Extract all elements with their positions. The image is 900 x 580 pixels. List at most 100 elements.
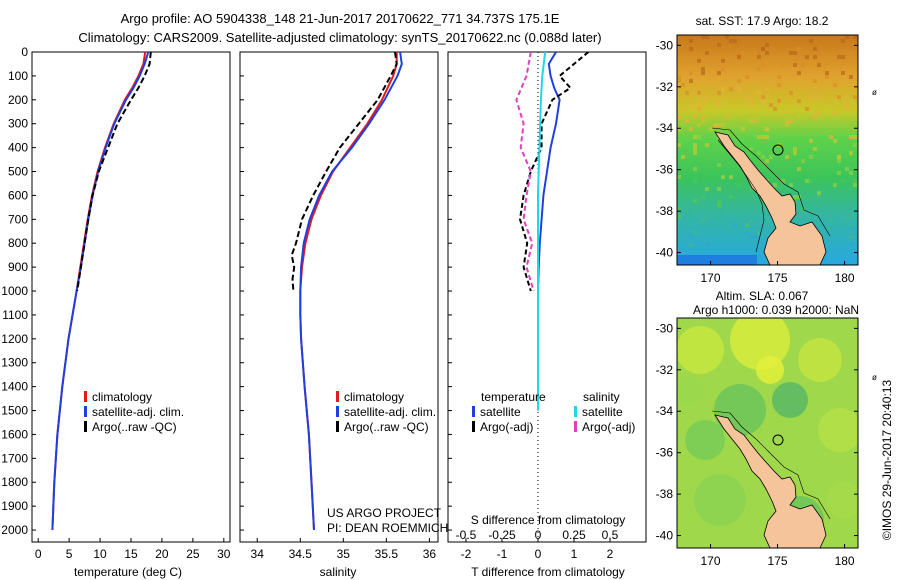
sst-cell — [769, 155, 773, 159]
sst-cell — [845, 107, 849, 111]
shelf-contour — [711, 127, 831, 237]
sst-cell — [845, 35, 849, 39]
sst-cell — [813, 167, 817, 171]
sst-cell — [853, 143, 857, 147]
difference-t-xlabel: T difference from climatology — [471, 565, 625, 579]
sst-cell — [689, 103, 693, 107]
x-tick-label: 34.5 — [289, 547, 313, 561]
depth-tick-label: 1800 — [1, 475, 28, 489]
sst-cell — [841, 39, 845, 43]
sst-cell — [761, 99, 765, 103]
sst-cell — [677, 143, 681, 147]
sst-cell — [689, 235, 693, 239]
sst-cell — [697, 123, 701, 127]
sst-cell — [761, 135, 765, 139]
sla-blob — [677, 376, 704, 404]
figure-title-line1: Argo profile: AO 5904338_148 21-Jun-2017… — [121, 11, 560, 26]
difference-series-group — [515, 52, 590, 411]
sst-cell — [837, 95, 841, 99]
sla-blob — [694, 474, 746, 526]
depth-tick-label: 1300 — [1, 356, 28, 370]
sst-cell — [689, 39, 693, 43]
sst-cell — [757, 135, 761, 139]
sst-cell — [721, 103, 725, 107]
sst-cell — [801, 63, 805, 67]
legend-swatch-t-satellite — [472, 406, 475, 417]
map-y-tick-label: -32 — [656, 363, 674, 377]
sst-cell — [729, 195, 733, 199]
sst-cell — [817, 111, 821, 115]
sst-cell — [749, 147, 753, 151]
x-tick-label: -1 — [497, 547, 508, 561]
sst-cell — [809, 111, 813, 115]
sst-cell — [677, 127, 681, 131]
sst-cell — [689, 47, 693, 51]
sst-cell — [785, 155, 789, 159]
sst-cell — [761, 95, 765, 99]
sst-cell — [773, 183, 777, 187]
depth-tick-label: 300 — [8, 117, 28, 131]
sst-cell — [697, 135, 701, 139]
sst-cell — [809, 155, 813, 159]
x-tick-label: 10 — [93, 547, 107, 561]
sst-cell — [749, 99, 753, 103]
pi-annotation: PI: DEAN ROEMMICH — [327, 521, 448, 535]
sst-cell — [793, 63, 797, 67]
sst-cell — [753, 235, 757, 239]
temperature-legend: climatology satellite-adj. clim. Argo(..… — [84, 390, 184, 434]
sst-cell — [717, 163, 721, 167]
sst-cell — [721, 87, 725, 91]
sst-cell — [853, 35, 857, 39]
sst-cell — [765, 215, 769, 219]
difference-s-xlabel: S difference from climatology — [471, 513, 626, 527]
sst-cell — [753, 119, 757, 123]
legend-swatch-climatology — [84, 391, 87, 402]
sst-cell — [761, 47, 765, 51]
legend-swatch-s-satellite — [574, 406, 577, 417]
sst-cell — [749, 187, 753, 191]
sst-cell — [793, 147, 797, 151]
sst-cell — [721, 123, 725, 127]
depth-tick-label: 1900 — [1, 499, 28, 513]
sst-cell — [841, 59, 845, 63]
sst-cell — [689, 71, 693, 75]
difference-series-1 — [518, 52, 590, 292]
sst-cell — [733, 223, 737, 227]
s-tick-label: -0.25 — [488, 528, 516, 542]
sst-cell — [757, 231, 761, 235]
sst-cell — [837, 159, 841, 163]
sst-cell — [825, 251, 829, 255]
sst-cell — [717, 71, 721, 75]
sst-cell — [841, 71, 845, 75]
sst-cell — [729, 175, 733, 179]
depth-tick-label: 2000 — [1, 523, 28, 537]
depth-tick-label: 500 — [8, 165, 28, 179]
sst-cell — [757, 55, 761, 59]
map-y-tick-label: -36 — [656, 163, 674, 177]
sst-cell — [849, 243, 853, 247]
sst-cell — [801, 159, 805, 163]
sst-map-frame — [676, 34, 859, 266]
sst-cell — [693, 115, 697, 119]
sst-cell — [853, 227, 857, 231]
sst-cell — [793, 51, 797, 55]
sst-cell — [717, 123, 721, 127]
sst-cell — [833, 251, 837, 255]
sla-map-axes: 170 175 180 -30 -32 -34 -36 -38 -40 — [656, 321, 858, 568]
sst-cell — [837, 171, 841, 175]
sst-cell — [693, 167, 697, 171]
sst-cell — [749, 219, 753, 223]
sst-cell — [793, 151, 797, 155]
salinity-xlabel: salinity — [320, 565, 357, 579]
sla-map-frame — [676, 317, 859, 549]
depth-tick-label: 1700 — [1, 451, 28, 465]
map-x-tick-label: 170 — [701, 271, 721, 285]
map-y-tick-label: -30 — [656, 38, 674, 52]
sst-cell — [817, 95, 821, 99]
sst-cell — [849, 135, 853, 139]
sst-cell — [753, 55, 757, 59]
sst-cell — [797, 167, 801, 171]
sst-cell — [761, 63, 765, 67]
sst-cell — [717, 203, 721, 207]
sst-cell — [749, 119, 753, 123]
